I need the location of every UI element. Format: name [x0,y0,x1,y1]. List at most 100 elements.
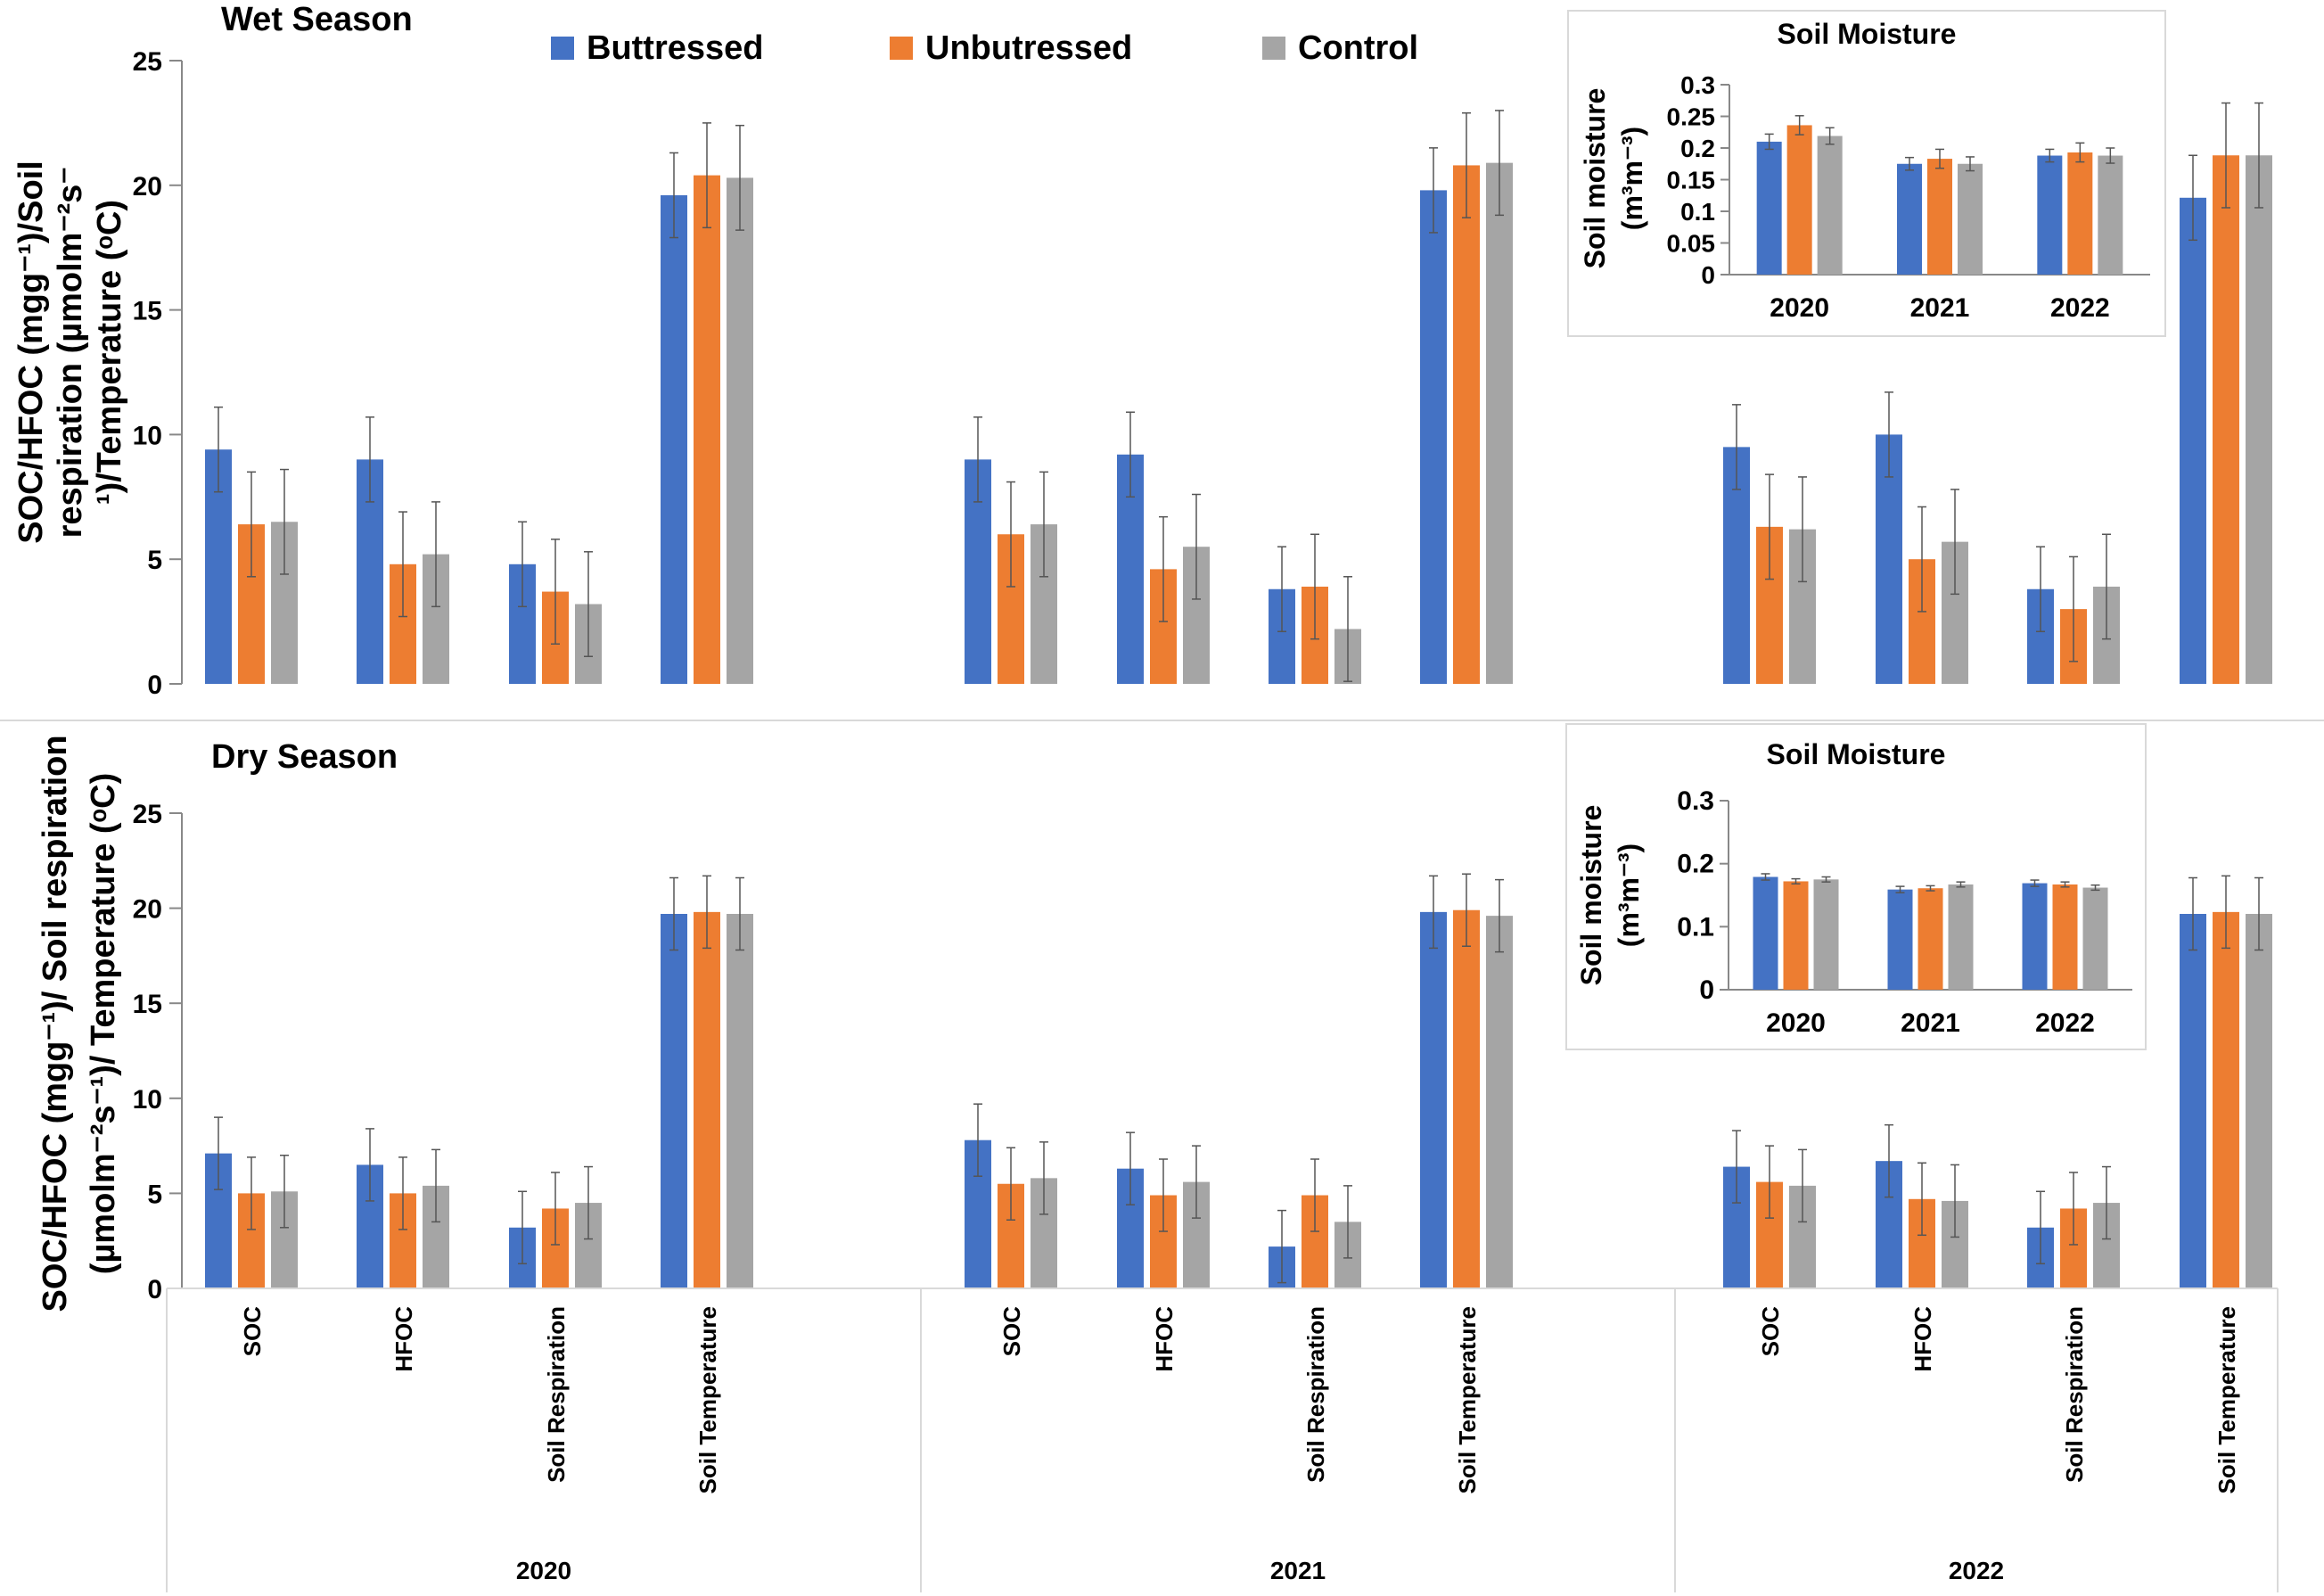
y-tick-label: 5 [147,1180,162,1209]
bar [2213,911,2239,1288]
inset-bar [1897,163,1922,275]
inset-bar [1958,163,1983,275]
inset-bar [1887,889,1913,990]
bar [1486,916,1513,1288]
bar [661,194,687,684]
x-tick-label: SOC [1757,1306,1784,1357]
inset-y-tick-label: 0 [1701,261,1715,289]
inset-x-tick-label: 2020 [1766,1008,1826,1038]
wet-soil-moisture-inset: Soil Moisture 0 0.05 0.1 0.15 0.2 0.25 0.3 Soil … [1567,10,2166,337]
inset-bar [1817,136,1843,275]
bar [1420,190,1447,685]
y-tick-label: 0 [147,670,162,700]
inset-bar [1948,884,1974,990]
legend-label: Unbutressed [925,29,1132,67]
y-tick-label: 20 [133,895,162,925]
y-axis-label-line: ¹)/Temperature (ᵒC) [91,200,128,505]
x-tick-label: Soil Respiration [2061,1306,2088,1483]
legend-label: Control [1298,29,1418,67]
inset-y-axis-label-line: Soil moisture [1579,88,1611,269]
bar [661,913,687,1288]
inset-y-tick-label: 0.3 [1677,786,1714,816]
inset-x-tick-label: 2021 [1910,293,1970,323]
legend: Buttressed Unbutressed Control [551,29,1418,67]
inset-title: Soil Moisture [1778,18,1957,50]
inset-bar [1786,125,1812,275]
y-axis-label-line: SOC/HFOC (mgg⁻¹)/ Soil respiration [37,735,74,1312]
bar [1420,911,1447,1288]
y-tick-label: 15 [133,297,162,326]
x-tick-label: HFOC [1151,1306,1178,1372]
dry-soil-moisture-inset: Soil Moisture 0 0.1 0.2 0.3 Soil moisture (m³m… [1565,723,2147,1050]
inset-bar [1756,141,1782,275]
y-axis-label-line: SOC/HFOC (mgg⁻¹)/Soil [12,160,50,544]
bar [2246,913,2272,1288]
inset-x-tick-label: 2022 [2050,293,2110,323]
inset-bar [1918,888,1943,990]
inset-y-tick-label: 0.05 [1667,230,1716,258]
y-tick-label: 10 [133,1085,162,1115]
inset-y-axis-label-line: (m³m⁻³) [1616,127,1648,230]
inset-y-tick-label: 0.25 [1667,103,1716,131]
bar [1453,165,1480,684]
y-tick-label: 25 [133,47,162,77]
legend-label: Buttressed [587,29,764,67]
inset-x-tick-label: 2021 [1901,1008,1960,1038]
inset-bar [2022,883,2048,990]
inset-frame [1567,10,2166,337]
x-group-label: 2020 [516,1557,571,1584]
y-tick-label: 15 [133,990,162,1019]
y-axis-label-line: respiration (µmolm⁻²s⁻ [52,167,89,539]
inset-y-tick-label: 0.15 [1667,167,1716,194]
x-tick-label: Soil Temperature [1454,1306,1481,1493]
chart-title: Dry Season [211,738,398,776]
x-tick-label: SOC [998,1306,1025,1357]
x-tick-label: HFOC [390,1306,417,1372]
inset-y-tick-label: 0.1 [1677,912,1714,942]
x-tick-label: Soil Respiration [1302,1306,1329,1483]
bar [727,177,753,685]
inset-y-tick-label: 0 [1699,975,1714,1005]
bar [694,175,720,685]
y-tick-label: 0 [147,1275,162,1304]
inset-title: Soil Moisture [1767,738,1946,770]
bar [2180,197,2206,684]
y-axis-label: SOC/HFOC (mgg⁻¹)/ Soil respiration (µmolm… [37,735,122,1312]
inset-frame [1565,723,2147,1050]
x-group-label: 2021 [1270,1557,1326,1584]
dry-season-chart: Dry Season 0 5 10 15 20 25 SOC/HFOC (mgg⁻¹)/ So… [37,735,2279,1592]
inset-bar [2037,155,2063,275]
y-tick-label: 10 [133,421,162,450]
x-tick-label: Soil Respiration [543,1306,570,1483]
y-tick-label: 25 [133,800,162,829]
inset-y-axis-label: Soil moisture (m³m⁻³) [1575,805,1645,986]
inset-bar [1927,159,1952,275]
x-tick-label: Soil Temperature [2213,1306,2240,1493]
bar [1486,162,1513,685]
bar [2246,155,2272,685]
x-tick-label: SOC [239,1306,266,1357]
inset-y-axis-label-line: (m³m⁻³) [1613,843,1645,947]
wet-season-chart: Wet Season 0 5 10 15 20 25 SOC/HFOC (mgg⁻¹)/Soi… [12,1,2272,700]
inset-bar [1753,876,1778,990]
y-tick-label: 5 [147,546,162,575]
y-axis-label: SOC/HFOC (mgg⁻¹)/Soil respiration (µmolm⁻… [12,160,128,544]
bar [2213,155,2239,685]
inset-bar [1813,879,1839,990]
x-tick-label: HFOC [1909,1306,1936,1372]
inset-bar [2082,887,2108,990]
inset-y-tick-label: 0.1 [1680,198,1715,226]
inset-y-tick-label: 0.2 [1680,135,1715,162]
x-group-label: 2022 [1949,1557,2004,1584]
inset-bar [2098,155,2123,275]
inset-y-tick-label: 0.2 [1677,850,1714,879]
x-tick-label: Soil Temperature [694,1306,721,1493]
legend-swatch [551,37,574,60]
inset-y-axis-label-line: Soil moisture [1575,805,1607,986]
inset-bar [2052,884,2078,990]
bar [2180,913,2206,1288]
bar [1453,909,1480,1288]
inset-x-tick-label: 2020 [1770,293,1829,323]
y-tick-label: 20 [133,172,162,202]
